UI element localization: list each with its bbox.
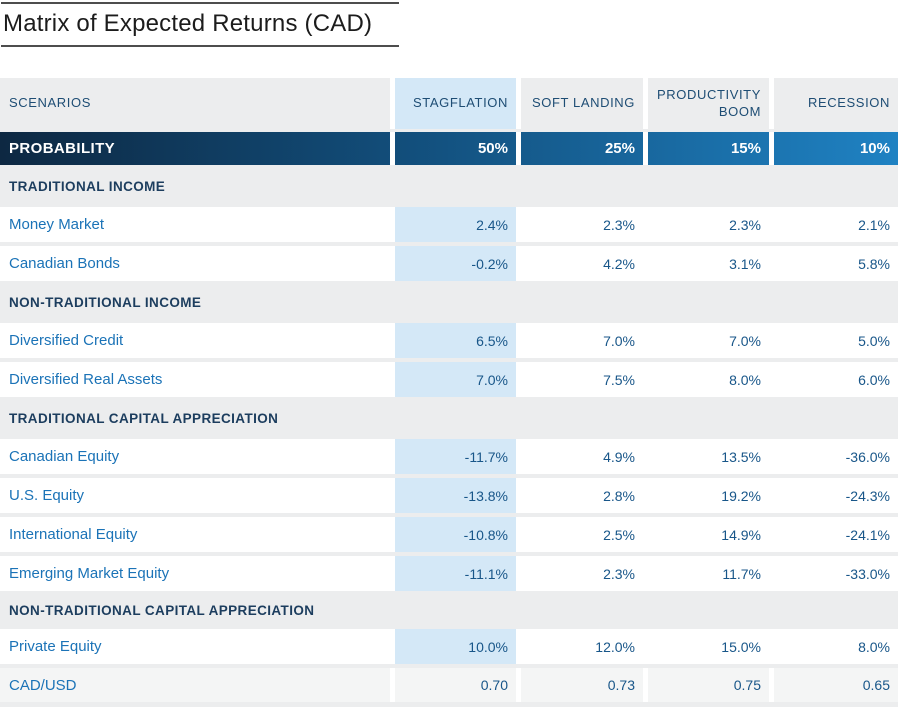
cell-value: 4.2%	[521, 246, 643, 281]
column-header-row: SCENARIOS STAGFLATION SOFT LANDING PRODU…	[0, 78, 898, 129]
cell-value: 6.5%	[395, 323, 516, 358]
cell-value: 0.73	[521, 668, 643, 702]
cell-value: 11.7%	[648, 556, 769, 591]
cell-value: -36.0%	[774, 439, 898, 474]
table-row-diversified-real-assets: Diversified Real Assets 7.0% 7.5% 8.0% 6…	[0, 362, 898, 397]
cell-value: 0.70	[395, 668, 516, 702]
row-label: Diversified Real Assets	[0, 362, 390, 397]
section-header-non-traditional-income: NON-TRADITIONAL INCOME	[9, 294, 202, 310]
cell-value: 3.1%	[648, 246, 769, 281]
column-gap	[643, 132, 648, 165]
cell-value: 19.2%	[648, 478, 769, 513]
table-row-cad-usd: CAD/USD 0.70 0.73 0.75 0.65	[0, 668, 898, 702]
cell-value: 2.1%	[774, 207, 898, 242]
cell-value: -11.7%	[395, 439, 516, 474]
cell-value: -33.0%	[774, 556, 898, 591]
cell-value: -10.8%	[395, 517, 516, 552]
cell-value: 14.9%	[648, 517, 769, 552]
section-header-non-traditional-capital-appreciation: NON-TRADITIONAL CAPITAL APPRECIATION	[9, 602, 315, 618]
table-row-international-equity: International Equity -10.8% 2.5% 14.9% -…	[0, 517, 898, 552]
page-title-block: Matrix of Expected Returns (CAD)	[1, 2, 399, 47]
cell-value: 0.65	[774, 668, 898, 702]
expected-returns-table: SCENARIOS STAGFLATION SOFT LANDING PRODU…	[0, 78, 898, 707]
cell-value: 7.5%	[521, 362, 643, 397]
cell-value: 7.0%	[395, 362, 516, 397]
cell-value: 5.8%	[774, 246, 898, 281]
row-label: International Equity	[0, 517, 390, 552]
cell-value: 7.0%	[521, 323, 643, 358]
cell-value: 15.0%	[648, 629, 769, 664]
row-label: Emerging Market Equity	[0, 556, 390, 591]
cell-value: 2.3%	[521, 556, 643, 591]
row-label: Canadian Bonds	[0, 246, 390, 281]
row-label: CAD/USD	[0, 668, 390, 702]
cell-value: 12.0%	[521, 629, 643, 664]
cell-value: 0.75	[648, 668, 769, 702]
table-row-private-equity: Private Equity 10.0% 12.0% 15.0% 8.0%	[0, 629, 898, 664]
cell-value: 13.5%	[648, 439, 769, 474]
cell-value: -24.1%	[774, 517, 898, 552]
cell-value: -11.1%	[395, 556, 516, 591]
table-row-us-equity: U.S. Equity -13.8% 2.8% 19.2% -24.3%	[0, 478, 898, 513]
column-header-stagflation: STAGFLATION	[395, 78, 516, 129]
row-label: Diversified Credit	[0, 323, 390, 358]
probability-value-productivity-boom: 15%	[730, 140, 761, 157]
table-row-emerging-market-equity: Emerging Market Equity -11.1% 2.3% 11.7%…	[0, 556, 898, 591]
column-header-soft-landing: SOFT LANDING	[521, 78, 643, 129]
cell-value: 2.5%	[521, 517, 643, 552]
cell-value: 7.0%	[648, 323, 769, 358]
row-label: Money Market	[0, 207, 390, 242]
cell-value: 2.4%	[395, 207, 516, 242]
table-row-canadian-equity: Canadian Equity -11.7% 4.9% 13.5% -36.0%	[0, 439, 898, 474]
table-row-money-market: Money Market 2.4% 2.3% 2.3% 2.1%	[0, 207, 898, 242]
column-gap	[769, 132, 774, 165]
page-title: Matrix of Expected Returns (CAD)	[3, 10, 373, 37]
cell-value: 5.0%	[774, 323, 898, 358]
probability-value-recession: 10%	[859, 140, 890, 157]
probability-value-soft-landing: 25%	[604, 140, 635, 157]
probability-row: PROBABILITY 50% 25% 15% 10%	[0, 132, 898, 165]
cell-value: 10.0%	[395, 629, 516, 664]
cell-value: -13.8%	[395, 478, 516, 513]
cell-value: 2.3%	[648, 207, 769, 242]
cell-value: -0.2%	[395, 246, 516, 281]
cell-value: 4.9%	[521, 439, 643, 474]
section-header-traditional-income: TRADITIONAL INCOME	[9, 178, 166, 194]
probability-label: PROBABILITY	[9, 140, 116, 157]
cell-value: 2.8%	[521, 478, 643, 513]
row-label: Canadian Equity	[0, 439, 390, 474]
probability-value-stagflation: 50%	[477, 140, 508, 157]
cell-value: 8.0%	[648, 362, 769, 397]
column-header-scenarios: SCENARIOS	[0, 78, 390, 129]
column-gap	[390, 132, 395, 165]
section-header-traditional-capital-appreciation: TRADITIONAL CAPITAL APPRECIATION	[9, 410, 279, 426]
table-row-canadian-bonds: Canadian Bonds -0.2% 4.2% 3.1% 5.8%	[0, 246, 898, 281]
cell-value: 2.3%	[521, 207, 643, 242]
cell-value: -24.3%	[774, 478, 898, 513]
column-header-productivity-boom: PRODUCTIVITY BOOM	[648, 78, 769, 129]
table-row-diversified-credit: Diversified Credit 6.5% 7.0% 7.0% 5.0%	[0, 323, 898, 358]
row-label: Private Equity	[0, 629, 390, 664]
cell-value: 6.0%	[774, 362, 898, 397]
column-gap	[516, 132, 521, 165]
cell-value: 8.0%	[774, 629, 898, 664]
row-label: U.S. Equity	[0, 478, 390, 513]
column-header-recession: RECESSION	[774, 78, 898, 129]
